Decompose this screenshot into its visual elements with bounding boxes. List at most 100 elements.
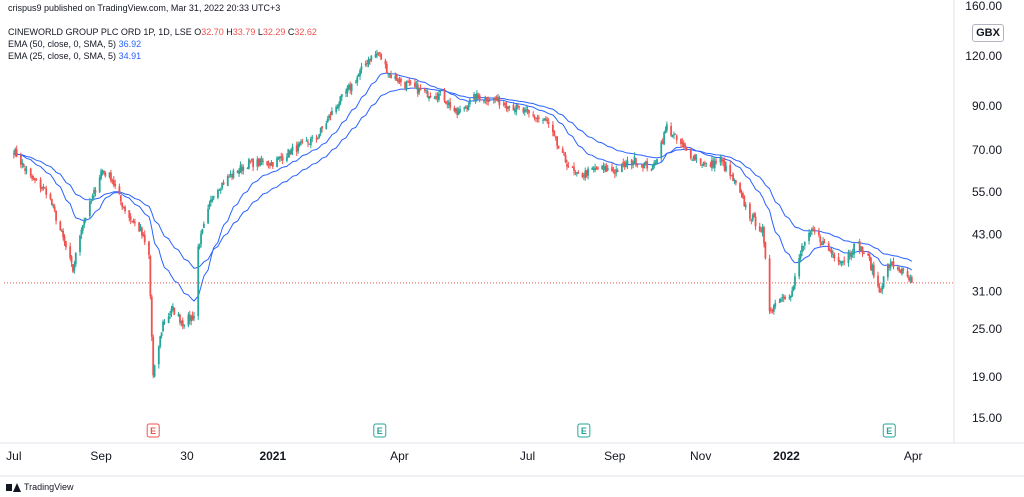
candle-body bbox=[354, 82, 357, 84]
earnings-marker-label: E bbox=[581, 426, 587, 436]
candle-body bbox=[819, 236, 822, 243]
x-tick-label: 2021 bbox=[259, 449, 286, 463]
candle-body bbox=[249, 160, 252, 162]
candle-body bbox=[832, 253, 834, 255]
candle-body bbox=[749, 203, 751, 219]
candle-body bbox=[689, 150, 692, 159]
ema50-line bbox=[13, 87, 913, 269]
candle-body bbox=[703, 163, 706, 164]
candle-body bbox=[108, 172, 111, 177]
candle-body bbox=[830, 250, 833, 254]
candle-body bbox=[309, 138, 312, 146]
candle-body bbox=[139, 227, 142, 232]
tradingview-brand: TradingView bbox=[24, 482, 74, 492]
candle-body bbox=[163, 321, 166, 324]
candle-body bbox=[488, 100, 491, 102]
candle-body bbox=[840, 261, 843, 263]
candle-body bbox=[847, 252, 850, 264]
candle-body bbox=[633, 156, 636, 164]
candle-body bbox=[533, 116, 536, 119]
candle-body bbox=[822, 241, 825, 245]
candle-body bbox=[338, 103, 340, 108]
candle-body bbox=[103, 170, 105, 174]
x-tick-label: Nov bbox=[690, 449, 711, 463]
candle-body bbox=[24, 168, 27, 171]
candle-body bbox=[188, 314, 191, 321]
candle-body bbox=[262, 161, 264, 163]
candle-body bbox=[712, 160, 715, 167]
candle-body bbox=[321, 126, 323, 129]
candle-body bbox=[881, 285, 884, 291]
candle-body bbox=[197, 246, 200, 316]
candle-body bbox=[133, 222, 136, 224]
candle-body bbox=[191, 315, 194, 320]
candle-body bbox=[551, 124, 554, 133]
earnings-marker bbox=[882, 423, 896, 438]
legend-ohlc-o: O32.70 bbox=[194, 27, 224, 37]
candle-body bbox=[464, 106, 467, 109]
candle-body bbox=[741, 193, 744, 198]
candle-body bbox=[557, 145, 560, 149]
candle-body bbox=[433, 97, 436, 99]
candle-body bbox=[653, 162, 656, 167]
earnings-marker bbox=[577, 423, 591, 438]
candle-body bbox=[271, 162, 274, 167]
candle-body bbox=[827, 243, 830, 251]
candle-body bbox=[474, 95, 477, 100]
currency-button[interactable]: GBX bbox=[972, 24, 1004, 42]
x-tick-label: Sep bbox=[90, 449, 112, 463]
candle-body bbox=[602, 166, 605, 169]
legend-ema50-value: 36.92 bbox=[118, 39, 142, 49]
candle-body bbox=[910, 277, 913, 283]
candle-body bbox=[513, 109, 516, 112]
candle-body bbox=[266, 161, 269, 165]
candle-body bbox=[445, 101, 447, 104]
candle-body bbox=[290, 149, 293, 155]
candle-body bbox=[129, 216, 132, 220]
candle-body bbox=[236, 170, 239, 174]
candle-body bbox=[231, 175, 233, 178]
candle-body bbox=[325, 123, 328, 130]
candle-body bbox=[870, 257, 872, 270]
candle-body bbox=[446, 103, 449, 105]
candle-body bbox=[88, 201, 91, 217]
candle-body bbox=[297, 143, 300, 152]
candle-body bbox=[347, 85, 350, 89]
y-tick-label: 160.00 bbox=[965, 0, 1002, 13]
candle-body bbox=[673, 134, 675, 136]
candle-body bbox=[861, 247, 864, 253]
candle-body bbox=[45, 188, 48, 195]
candle-body bbox=[404, 81, 407, 89]
candle-body bbox=[181, 320, 184, 326]
candle-body bbox=[889, 262, 892, 268]
candle-body bbox=[374, 54, 377, 58]
candle-body bbox=[112, 180, 115, 186]
candle-body bbox=[526, 109, 529, 112]
candle-body bbox=[387, 73, 390, 75]
candle-body bbox=[792, 285, 795, 291]
candle-body bbox=[723, 161, 726, 171]
candle-body bbox=[93, 189, 95, 195]
candle-body bbox=[839, 262, 841, 264]
candle-body bbox=[463, 108, 466, 110]
candle-body bbox=[80, 229, 83, 235]
candle-body bbox=[908, 277, 910, 280]
candle-body bbox=[183, 325, 186, 327]
candle-body bbox=[518, 106, 521, 108]
candle-body bbox=[298, 143, 301, 146]
candle-body bbox=[436, 96, 439, 99]
candle-body bbox=[670, 125, 673, 136]
candle-body bbox=[200, 233, 202, 245]
candle-body bbox=[118, 186, 121, 195]
candle-body bbox=[770, 310, 772, 311]
candle-body bbox=[751, 215, 754, 221]
candle-body bbox=[394, 76, 397, 79]
candle-body bbox=[429, 95, 432, 98]
candle-body bbox=[53, 206, 56, 211]
candle-body bbox=[221, 182, 224, 189]
candle-body bbox=[346, 87, 349, 94]
candle-body bbox=[229, 174, 232, 176]
x-tick-label: Jul bbox=[520, 449, 535, 463]
candle-body bbox=[823, 242, 826, 244]
